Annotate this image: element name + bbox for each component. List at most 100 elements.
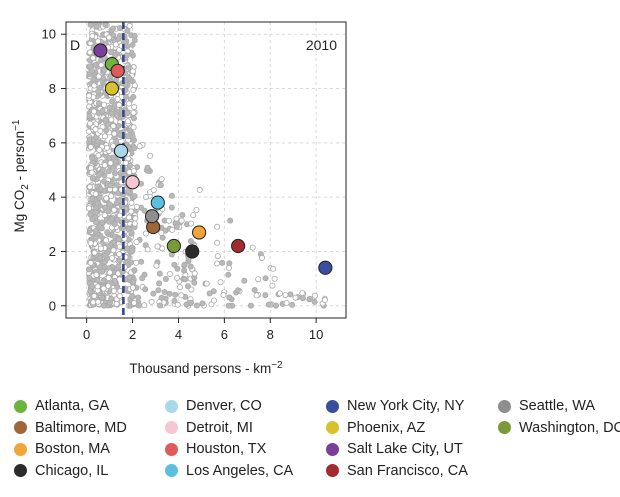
tract-point (173, 215, 180, 222)
tract-point (251, 286, 258, 293)
tract-point (86, 205, 93, 212)
tract-point (112, 158, 119, 165)
tract-point (206, 290, 213, 297)
tract-point (111, 277, 118, 284)
tract-point (193, 302, 200, 309)
tract-point (116, 243, 123, 250)
tract-point (125, 133, 132, 140)
tract-point (87, 259, 94, 266)
tract-point (89, 196, 96, 203)
tract-point (135, 302, 142, 309)
tract-point (105, 274, 112, 281)
tract-point (226, 294, 233, 301)
city-point-houston-tx (110, 63, 125, 78)
tract-point (184, 283, 191, 290)
tract-point (138, 258, 145, 265)
tract-point (153, 262, 160, 269)
tract-point (220, 291, 227, 298)
legend-label: Atlanta, GA (35, 398, 110, 414)
tract-point (110, 25, 117, 32)
tract-point (106, 218, 113, 225)
tract-point (114, 96, 121, 103)
tract-point (165, 217, 172, 224)
tract-point (102, 204, 109, 211)
legend-swatch (14, 464, 27, 477)
plot-frame (65, 21, 347, 319)
panel-label: D (70, 37, 80, 53)
tract-point (97, 185, 104, 192)
tract-point (214, 223, 221, 230)
tract-point (86, 92, 93, 99)
tract-point (225, 264, 232, 271)
tract-point (125, 118, 132, 125)
tract-point (90, 299, 97, 306)
city-point-san-francisco-ca (231, 238, 246, 254)
city-point-boston-ma (192, 225, 207, 240)
tract-point (91, 82, 98, 89)
tract-point (92, 234, 99, 241)
tract-point (104, 229, 111, 236)
tract-point (92, 228, 99, 235)
tract-point (130, 299, 137, 306)
tract-point (101, 67, 108, 74)
tract-point (141, 302, 148, 309)
tract-point (99, 219, 106, 226)
tract-point (87, 288, 94, 295)
tract-point (131, 32, 138, 39)
tract-point (115, 122, 122, 129)
tract-point (122, 159, 129, 166)
city-point-seattle-wa (144, 209, 160, 224)
tract-point (112, 41, 119, 48)
legend-swatch (326, 442, 339, 456)
tract-point (129, 284, 136, 291)
legend-item: Detroit, MI (165, 420, 253, 436)
tract-point (176, 284, 183, 291)
tract-point (124, 110, 131, 117)
tract-point (159, 234, 166, 241)
tract-point (102, 252, 109, 259)
tract-point (89, 175, 96, 182)
tract-point (171, 297, 178, 304)
tract-point (210, 297, 217, 304)
tract-point (282, 292, 289, 299)
tract-point (190, 212, 197, 219)
legend-label: New York City, NY (347, 398, 465, 414)
tract-point (116, 292, 123, 299)
legend-label: San Francisco, CA (347, 462, 468, 479)
tract-point (115, 35, 122, 42)
tract-point (169, 226, 176, 233)
legend-swatch (14, 442, 27, 456)
tract-point (306, 295, 313, 302)
legend-item: Denver, CO (165, 398, 262, 414)
tract-point (179, 211, 186, 218)
tract-point (173, 223, 180, 230)
tract-point (182, 276, 189, 283)
tract-point (131, 267, 138, 274)
tract-point (253, 292, 260, 299)
tract-point (283, 299, 290, 306)
tract-point (187, 263, 194, 270)
x-tick-label: 8 (267, 327, 274, 342)
tract-point (91, 108, 98, 115)
city-point-phoenix-az (104, 81, 120, 96)
tract-point (129, 292, 136, 299)
tract-point (93, 271, 100, 278)
tract-point (158, 176, 165, 183)
tract-point (111, 130, 118, 137)
legend-label: Houston, TX (186, 441, 267, 457)
legend-item: Boston, MA (14, 441, 110, 457)
tract-point (234, 287, 241, 294)
legend-label: Chicago, IL (35, 462, 109, 479)
tract-point (108, 193, 115, 200)
legend-swatch (498, 421, 511, 434)
x-axis-title: Thousand persons - km−2 (129, 360, 283, 376)
tract-point (89, 216, 96, 223)
tract-point (108, 116, 115, 123)
tract-point (103, 237, 110, 244)
tract-point (99, 107, 106, 114)
y-axis-title: Mg CO2 - person−1 (11, 119, 31, 232)
tract-point (95, 73, 102, 80)
y-tick-label: 8 (49, 81, 56, 96)
tract-point (111, 239, 118, 246)
tract-point (142, 194, 149, 201)
